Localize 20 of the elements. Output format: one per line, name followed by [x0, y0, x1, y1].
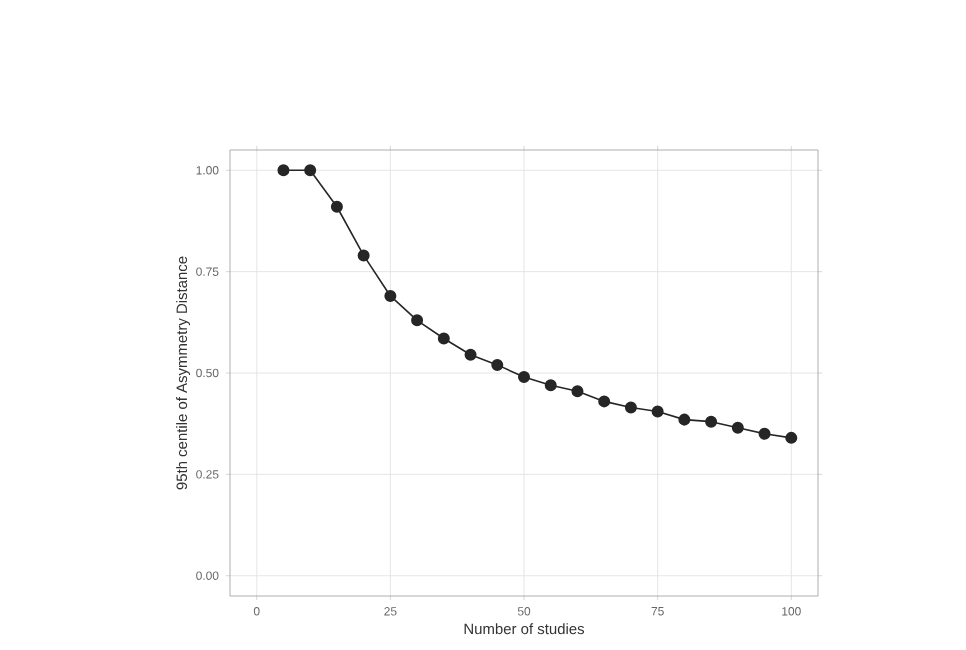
point — [411, 314, 424, 327]
point — [437, 332, 450, 345]
point — [384, 289, 397, 302]
point — [571, 385, 584, 398]
point — [330, 200, 343, 213]
point — [544, 379, 557, 392]
point — [705, 415, 718, 428]
point — [357, 249, 370, 262]
point — [598, 395, 611, 408]
point — [624, 401, 637, 414]
point — [731, 421, 744, 434]
point — [785, 431, 798, 444]
point — [277, 164, 290, 177]
point — [678, 413, 691, 426]
point — [464, 348, 477, 361]
point — [758, 427, 771, 440]
point — [304, 164, 317, 177]
point — [518, 371, 530, 384]
point — [651, 405, 664, 418]
point — [491, 358, 504, 371]
